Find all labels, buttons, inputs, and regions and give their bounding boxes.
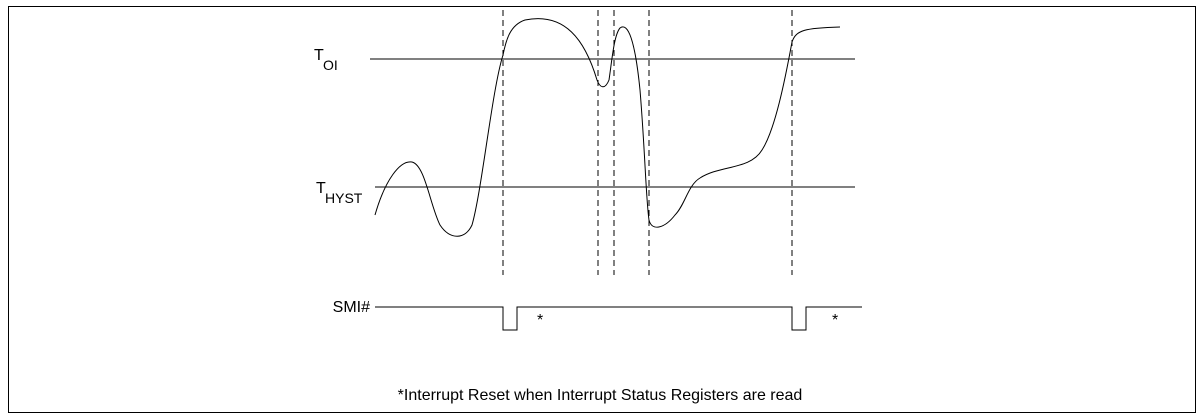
toi-label: T OI (314, 47, 338, 73)
caption: *Interrupt Reset when Interrupt Status R… (398, 387, 803, 404)
thyst-label: T HYST (316, 180, 363, 206)
thyst-sub: HYST (325, 190, 363, 206)
toi-main: T (314, 47, 324, 64)
toi-sub: OI (323, 57, 338, 73)
reset-marker: * (537, 312, 543, 329)
frame (8, 6, 1196, 413)
event-markers (502, 10, 793, 275)
signal-label: SMI# (333, 299, 370, 316)
smi-waveform (375, 306, 862, 331)
thyst-main: T (316, 180, 326, 197)
temperature-curve (374, 18, 841, 237)
reset-marker: * (832, 312, 838, 329)
